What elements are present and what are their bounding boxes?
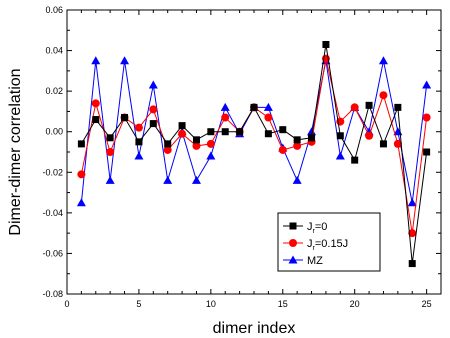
legend-marker xyxy=(289,222,297,230)
y-tick-label: 0.00 xyxy=(45,127,63,137)
data-point xyxy=(178,122,186,130)
y-tick-label: -0.08 xyxy=(42,289,63,299)
data-point xyxy=(293,141,302,150)
legend-entry: Jr=0.15J xyxy=(283,238,348,252)
data-point xyxy=(293,136,301,144)
data-point xyxy=(134,123,143,132)
data-point xyxy=(422,80,432,89)
series-triangle xyxy=(76,56,432,207)
data-point xyxy=(336,132,344,140)
data-point xyxy=(149,120,157,128)
data-point xyxy=(307,127,317,136)
data-point xyxy=(394,103,402,111)
legend-entry: MZ xyxy=(283,255,323,267)
data-point xyxy=(335,151,345,160)
data-point xyxy=(264,130,272,138)
data-point xyxy=(134,151,144,160)
data-point xyxy=(220,102,230,111)
legend-entry: Jr=0 xyxy=(283,221,327,235)
data-point xyxy=(236,128,244,136)
y-tick-label: 0.06 xyxy=(45,5,63,15)
plot-frame xyxy=(66,9,442,295)
data-point xyxy=(322,40,330,48)
data-point xyxy=(206,139,215,148)
y-tick-label: 0.04 xyxy=(45,46,63,56)
data-point xyxy=(351,156,359,164)
data-point xyxy=(149,105,158,114)
y-tick-label: -0.02 xyxy=(42,167,63,177)
y-tick-label: -0.04 xyxy=(42,208,63,218)
data-point xyxy=(407,198,417,207)
data-point xyxy=(279,126,287,134)
x-tick-label: 25 xyxy=(422,299,432,309)
data-point xyxy=(106,148,115,156)
axis-ticks xyxy=(66,9,442,295)
series-circle xyxy=(77,54,431,238)
data-point xyxy=(206,151,216,160)
legend-label: Jr=0 xyxy=(307,221,327,235)
tick-labels: 0 5 10 15 20 25 -0.08 -0.06 -0.04 -0.02 0.00 0.02 0.… xyxy=(42,5,431,309)
data-point xyxy=(378,56,388,65)
x-tick-label: 15 xyxy=(278,299,288,309)
data-point xyxy=(408,229,417,238)
data-point xyxy=(77,140,85,148)
data-point xyxy=(308,134,316,142)
data-point xyxy=(120,56,130,65)
data-point xyxy=(91,56,101,65)
x-tick-label: 5 xyxy=(136,299,141,309)
data-point xyxy=(164,140,172,148)
data-point xyxy=(92,116,100,124)
data-point xyxy=(263,102,273,111)
data-point xyxy=(250,103,258,111)
data-point xyxy=(207,128,215,136)
data-point xyxy=(192,141,201,150)
x-tick-label: 10 xyxy=(206,299,216,309)
data-point xyxy=(365,101,373,109)
data-point xyxy=(163,175,173,184)
data-point xyxy=(350,103,359,112)
x-tick-label: 20 xyxy=(350,299,360,309)
data-point xyxy=(91,99,100,108)
data-point xyxy=(192,136,200,144)
data-point xyxy=(422,113,431,122)
data-point xyxy=(365,131,374,140)
data-point xyxy=(77,170,86,179)
data-point xyxy=(191,175,201,184)
data-point xyxy=(221,113,230,122)
legend: Jr=0 Jr=0.15J MZ xyxy=(277,212,381,272)
data-point xyxy=(105,175,115,184)
series-layer xyxy=(76,40,432,268)
y-tick-label: 0.02 xyxy=(45,86,63,96)
y-tick-label: -0.06 xyxy=(42,248,63,258)
data-point xyxy=(423,148,431,156)
data-point xyxy=(379,91,388,100)
data-point xyxy=(393,139,402,148)
data-point xyxy=(135,138,143,146)
data-point xyxy=(148,80,158,89)
legend-marker xyxy=(288,255,298,264)
data-point xyxy=(278,145,287,154)
legend-label: MZ xyxy=(307,255,323,267)
data-point xyxy=(379,140,387,148)
legend-label: Jr=0.15J xyxy=(307,238,348,252)
data-point xyxy=(121,114,129,122)
data-point xyxy=(292,175,302,184)
data-point xyxy=(76,198,86,207)
data-point xyxy=(106,134,114,142)
data-point xyxy=(221,128,229,136)
data-point xyxy=(264,113,273,122)
y-axis-title: Dimer-dimer correlation xyxy=(7,68,24,235)
series-line xyxy=(80,58,428,234)
data-point xyxy=(178,129,187,138)
data-point xyxy=(163,145,172,154)
x-tick-label: 0 xyxy=(64,299,69,309)
x-axis-title: dimer index xyxy=(213,320,296,337)
legend-marker xyxy=(289,239,297,247)
series-square xyxy=(77,40,431,268)
data-point xyxy=(408,260,416,268)
